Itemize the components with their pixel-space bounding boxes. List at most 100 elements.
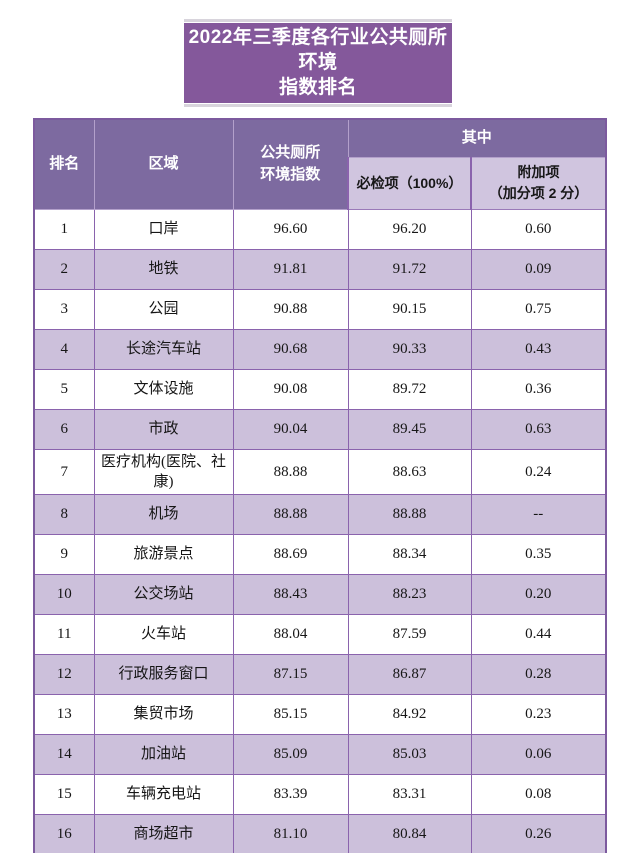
header-rank: 排名 bbox=[33, 118, 95, 210]
required-cell: 88.23 bbox=[347, 573, 472, 615]
required-cell: 88.63 bbox=[347, 448, 472, 495]
page-title-line1: 2022年三季度各行业公共厕所环境 bbox=[188, 27, 448, 73]
bonus-cell: 0.36 bbox=[470, 368, 607, 410]
region-cell: 市政 bbox=[93, 408, 234, 450]
table-row: 14 加油站 85.09 85.03 0.06 bbox=[33, 733, 607, 775]
region-cell: 医疗机构(医院、社康) bbox=[93, 448, 234, 495]
bonus-cell: 0.75 bbox=[470, 288, 607, 330]
region-cell: 行政服务窗口 bbox=[93, 653, 234, 695]
table-row: 9 旅游景点 88.69 88.34 0.35 bbox=[33, 533, 607, 575]
table-row: 5 文体设施 90.08 89.72 0.36 bbox=[33, 368, 607, 410]
table-row: 2 地铁 91.81 91.72 0.09 bbox=[33, 248, 607, 290]
rank-cell: 5 bbox=[33, 368, 95, 410]
rank-cell: 11 bbox=[33, 613, 95, 655]
required-cell: 91.72 bbox=[347, 248, 472, 290]
index-cell: 91.81 bbox=[232, 248, 349, 290]
header-bonus-line2: （加分项 2 分） bbox=[488, 185, 589, 201]
index-cell: 90.88 bbox=[232, 288, 349, 330]
required-cell: 87.59 bbox=[347, 613, 472, 655]
index-cell: 88.88 bbox=[232, 493, 349, 535]
table-row: 16 商场超市 81.10 80.84 0.26 bbox=[33, 813, 607, 853]
required-cell: 90.33 bbox=[347, 328, 472, 370]
table-row: 13 集贸市场 85.15 84.92 0.23 bbox=[33, 693, 607, 735]
header-bonus-line1: 附加项 bbox=[517, 164, 560, 180]
rank-cell: 2 bbox=[33, 248, 95, 290]
rank-cell: 12 bbox=[33, 653, 95, 695]
region-cell: 长途汽车站 bbox=[93, 328, 234, 370]
page-title: 2022年三季度各行业公共厕所环境 指数排名 bbox=[184, 23, 452, 103]
index-cell: 85.09 bbox=[232, 733, 349, 775]
rank-cell: 8 bbox=[33, 493, 95, 535]
bonus-cell: 0.43 bbox=[470, 328, 607, 370]
table-row: 15 车辆充电站 83.39 83.31 0.08 bbox=[33, 773, 607, 815]
header-among: 其中 bbox=[347, 118, 607, 158]
header-index-line2: 环境指数 bbox=[260, 166, 321, 184]
bonus-cell: 0.44 bbox=[470, 613, 607, 655]
rank-cell: 16 bbox=[33, 813, 95, 853]
required-cell: 89.72 bbox=[347, 368, 472, 410]
rank-cell: 4 bbox=[33, 328, 95, 370]
rank-cell: 10 bbox=[33, 573, 95, 615]
required-cell: 83.31 bbox=[347, 773, 472, 815]
required-cell: 88.34 bbox=[347, 533, 472, 575]
table-row: 12 行政服务窗口 87.15 86.87 0.28 bbox=[33, 653, 607, 695]
bonus-cell: 0.28 bbox=[470, 653, 607, 695]
required-cell: 86.87 bbox=[347, 653, 472, 695]
rank-cell: 13 bbox=[33, 693, 95, 735]
bonus-cell: 0.60 bbox=[470, 208, 607, 250]
index-cell: 88.04 bbox=[232, 613, 349, 655]
index-cell: 85.15 bbox=[232, 693, 349, 735]
bonus-cell: 0.26 bbox=[470, 813, 607, 853]
bonus-cell: 0.24 bbox=[470, 448, 607, 495]
index-cell: 96.60 bbox=[232, 208, 349, 250]
region-cell: 加油站 bbox=[93, 733, 234, 775]
table-row: 1 口岸 96.60 96.20 0.60 bbox=[33, 208, 607, 250]
index-cell: 90.08 bbox=[232, 368, 349, 410]
index-cell: 87.15 bbox=[232, 653, 349, 695]
region-cell: 口岸 bbox=[93, 208, 234, 250]
table-row: 10 公交场站 88.43 88.23 0.20 bbox=[33, 573, 607, 615]
index-cell: 88.88 bbox=[232, 448, 349, 495]
region-cell: 车辆充电站 bbox=[93, 773, 234, 815]
bonus-cell: 0.06 bbox=[470, 733, 607, 775]
required-cell: 90.15 bbox=[347, 288, 472, 330]
region-cell: 旅游景点 bbox=[93, 533, 234, 575]
bonus-cell: -- bbox=[470, 493, 607, 535]
table-row: 7 医疗机构(医院、社康) 88.88 88.63 0.24 bbox=[33, 448, 607, 495]
index-cell: 83.39 bbox=[232, 773, 349, 815]
rank-cell: 6 bbox=[33, 408, 95, 450]
required-cell: 80.84 bbox=[347, 813, 472, 853]
region-cell: 地铁 bbox=[93, 248, 234, 290]
rank-cell: 15 bbox=[33, 773, 95, 815]
rank-cell: 7 bbox=[33, 448, 95, 495]
bonus-cell: 0.23 bbox=[470, 693, 607, 735]
required-cell: 89.45 bbox=[347, 408, 472, 450]
table-header: 排名 区域 公共厕所 环境指数 其中 必检项（100%） 附加项 （加分项 2 … bbox=[33, 118, 607, 210]
title-bottom-strip bbox=[184, 104, 452, 107]
index-cell: 90.68 bbox=[232, 328, 349, 370]
region-cell: 公园 bbox=[93, 288, 234, 330]
bonus-cell: 0.09 bbox=[470, 248, 607, 290]
bonus-cell: 0.63 bbox=[470, 408, 607, 450]
region-cell: 火车站 bbox=[93, 613, 234, 655]
table-row: 4 长途汽车站 90.68 90.33 0.43 bbox=[33, 328, 607, 370]
rank-cell: 3 bbox=[33, 288, 95, 330]
region-cell: 集贸市场 bbox=[93, 693, 234, 735]
table-row: 8 机场 88.88 88.88 -- bbox=[33, 493, 607, 535]
header-row-top: 排名 区域 公共厕所 环境指数 其中 bbox=[33, 118, 607, 210]
index-cell: 88.43 bbox=[232, 573, 349, 615]
table-row: 3 公园 90.88 90.15 0.75 bbox=[33, 288, 607, 330]
required-cell: 88.88 bbox=[347, 493, 472, 535]
region-cell: 机场 bbox=[93, 493, 234, 535]
region-cell: 商场超市 bbox=[93, 813, 234, 853]
rank-cell: 14 bbox=[33, 733, 95, 775]
required-cell: 96.20 bbox=[347, 208, 472, 250]
index-cell: 90.04 bbox=[232, 408, 349, 450]
bonus-cell: 0.35 bbox=[470, 533, 607, 575]
page-title-line2: 指数排名 bbox=[278, 77, 357, 98]
rank-cell: 9 bbox=[33, 533, 95, 575]
region-cell: 文体设施 bbox=[93, 368, 234, 410]
title-top-strip bbox=[184, 19, 452, 22]
rank-cell: 1 bbox=[33, 208, 95, 250]
ranking-table: 排名 区域 公共厕所 环境指数 其中 必检项（100%） 附加项 （加分项 2 … bbox=[33, 118, 608, 853]
